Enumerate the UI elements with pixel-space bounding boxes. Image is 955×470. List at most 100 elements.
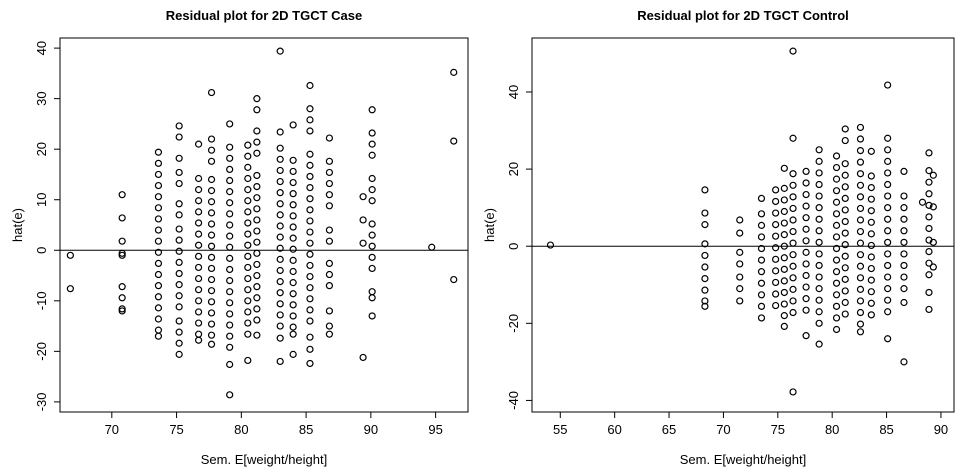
case-point [154, 282, 163, 290]
control-point [832, 268, 841, 276]
case-point [194, 197, 203, 205]
case-point [175, 168, 183, 177]
case-point [244, 252, 252, 260]
case-point [226, 176, 234, 185]
case-point [207, 135, 216, 143]
case-point [226, 265, 234, 274]
control-point [900, 192, 908, 200]
case-point [154, 332, 163, 340]
control-point [802, 179, 810, 187]
control-point [925, 178, 933, 186]
control-point [815, 215, 823, 223]
case-x-tick-label: 95 [428, 422, 442, 437]
control-point [867, 230, 875, 238]
case-point [118, 191, 126, 199]
case-point [276, 278, 284, 286]
control-point [757, 221, 766, 229]
control-point [701, 209, 709, 217]
case-point [306, 195, 314, 203]
case-point [289, 167, 297, 176]
case-point [207, 157, 216, 165]
case-point [175, 328, 183, 336]
control-point [841, 125, 849, 133]
control-x-axis-label: Sem. E[weight/height] [680, 452, 806, 467]
control-point [780, 277, 788, 285]
case-point [253, 331, 261, 339]
case-point [154, 326, 163, 334]
case-point [194, 263, 203, 272]
control-panel: Residual plot for 2D TGCT Control 55 60 65 7… [482, 8, 955, 467]
control-point [757, 210, 766, 218]
case-point [306, 116, 314, 124]
case-point [306, 345, 314, 353]
control-point [757, 314, 766, 322]
control-point [856, 251, 865, 259]
control-point [832, 325, 841, 334]
control-point [929, 263, 937, 271]
control-point [701, 297, 709, 305]
case-point [175, 339, 183, 347]
case-point [118, 283, 126, 291]
control-point [841, 194, 849, 202]
case-point [289, 234, 297, 242]
control-point [772, 255, 780, 263]
control-point [736, 297, 744, 305]
control-point [900, 227, 908, 235]
case-point [276, 222, 284, 230]
control-point [900, 273, 908, 281]
case-point [154, 304, 163, 312]
case-point [306, 228, 314, 236]
case-point [226, 343, 234, 351]
control-point [815, 180, 823, 189]
case-point [428, 243, 436, 251]
control-point [780, 322, 788, 330]
control-point [802, 306, 810, 314]
case-point [253, 316, 261, 324]
control-point [815, 192, 823, 200]
control-point [925, 167, 933, 175]
case-point [368, 220, 376, 228]
case-point [276, 47, 284, 55]
case-point [175, 154, 183, 162]
control-point [802, 167, 810, 176]
control-x-tick-label: 90 [934, 422, 948, 437]
control-point [929, 171, 937, 179]
control-point [802, 271, 810, 280]
case-plot-frame [59, 37, 469, 413]
case-point [154, 159, 163, 167]
control-point [772, 186, 780, 194]
control-point [900, 238, 908, 246]
case-point [276, 357, 284, 366]
case-point [325, 307, 334, 315]
control-point [884, 146, 892, 154]
control-point [832, 314, 841, 322]
control-point [900, 167, 908, 176]
case-point [207, 220, 216, 228]
case-point [194, 252, 203, 260]
control-chart-title: Residual plot for 2D TGCT Control [637, 8, 849, 23]
control-x-tick-label: 65 [662, 422, 676, 437]
control-point [815, 146, 823, 154]
control-point [867, 218, 875, 226]
control-point [856, 308, 865, 317]
case-point [194, 174, 203, 183]
control-point [832, 221, 841, 229]
case-point [368, 151, 376, 159]
control-point [701, 251, 709, 260]
case-point [253, 227, 261, 235]
control-point [841, 275, 849, 283]
control-point [701, 263, 709, 271]
case-point [194, 186, 203, 194]
case-x-tick-label: 85 [299, 422, 313, 437]
control-point [772, 221, 780, 229]
control-x-tick-label: 70 [716, 422, 730, 437]
case-point [207, 287, 216, 295]
case-y-tick-label: -20 [34, 342, 49, 361]
case-point [154, 215, 163, 223]
case-point [154, 181, 163, 190]
control-point [815, 296, 823, 304]
case-panel: Residual plot for 2D TGCT Case 70 75 80 85 90… [10, 8, 469, 467]
control-point [832, 302, 841, 310]
case-point [244, 197, 252, 205]
control-point [757, 244, 766, 253]
